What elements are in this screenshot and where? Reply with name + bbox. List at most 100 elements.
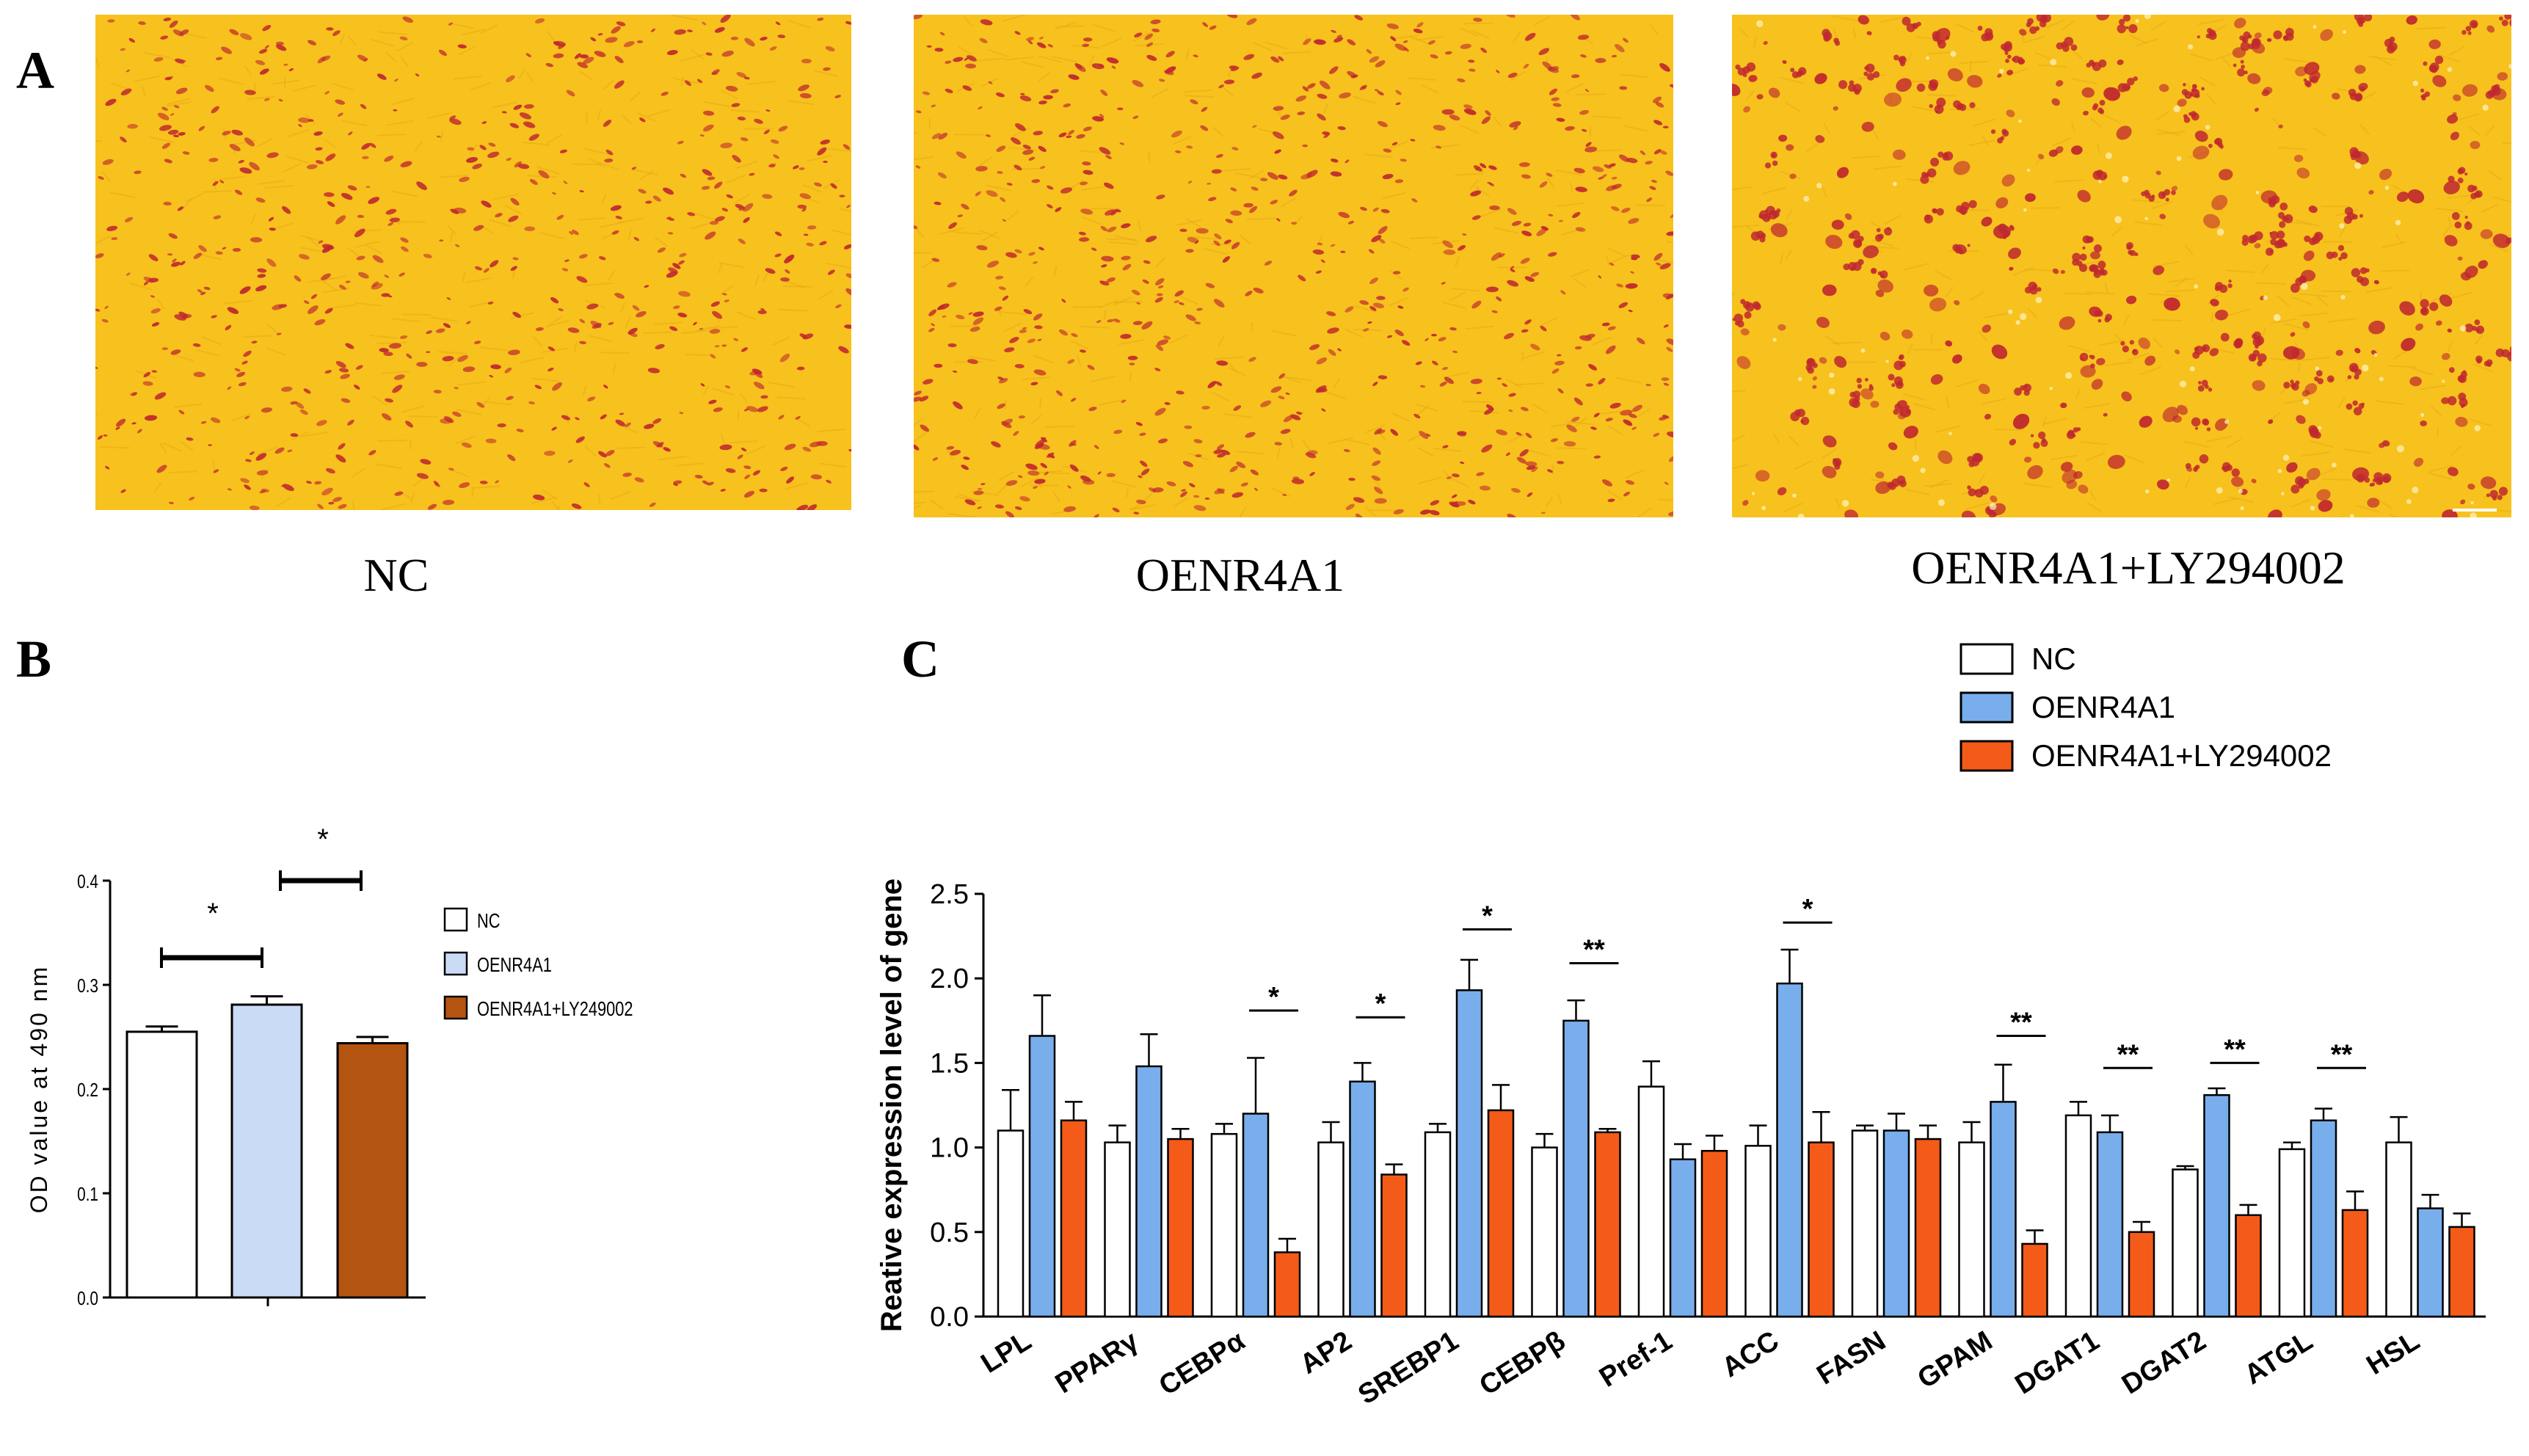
lipid-droplet xyxy=(615,419,626,426)
lipid-droplet xyxy=(337,112,343,117)
lipid-droplet xyxy=(1893,54,1899,61)
lipid-droplet xyxy=(2012,413,2030,429)
lipid-droplet xyxy=(1378,226,1388,235)
lipid-droplet xyxy=(1778,134,1788,142)
cell-fiber xyxy=(1007,210,1020,221)
lipid-droplet xyxy=(310,294,318,299)
lipid-droplet xyxy=(168,233,178,239)
cell-fiber xyxy=(2283,58,2312,64)
cell-fiber xyxy=(2428,472,2452,480)
lipid-droplet xyxy=(677,140,684,145)
cell-fiber xyxy=(219,77,244,85)
lipid-droplet xyxy=(1601,322,1610,327)
cell-fiber xyxy=(1113,296,1132,306)
lipid-droplet xyxy=(1516,456,1527,464)
cell-fiber xyxy=(1959,60,1989,65)
cell-fiber xyxy=(1251,321,1253,332)
cell-fiber xyxy=(1187,236,1217,240)
cell-fiber xyxy=(465,277,492,284)
lipid-droplet xyxy=(649,502,656,507)
lipid-droplet xyxy=(552,192,556,195)
lipid-droplet xyxy=(2277,230,2285,239)
lipid-droplet xyxy=(529,178,538,186)
lipid-droplet xyxy=(107,19,115,23)
lipid-droplet xyxy=(1402,40,1408,43)
lipid-droplet xyxy=(263,98,270,101)
cell-fiber xyxy=(292,84,318,92)
lipid-droplet xyxy=(2060,269,2065,274)
lipid-droplet xyxy=(931,323,935,327)
lipid-droplet xyxy=(844,324,851,329)
y-axis-label: Reative expression level of gene xyxy=(876,878,908,1332)
cell-fiber xyxy=(1607,425,1623,436)
cell-vacuole xyxy=(2240,506,2244,511)
lipid-droplet xyxy=(227,488,232,491)
lipid-droplet xyxy=(1836,167,1849,178)
bar-acc-nc xyxy=(1744,1145,1772,1318)
cell-fiber xyxy=(771,336,790,346)
lipid-droplet xyxy=(449,118,462,125)
lipid-droplet xyxy=(2290,382,2296,389)
lipid-droplet xyxy=(1888,442,1898,451)
lipid-droplet xyxy=(2361,402,2365,407)
lipid-droplet xyxy=(528,134,539,141)
cell-fiber xyxy=(2070,48,2084,60)
lipid-droplet xyxy=(1246,18,1257,26)
cell-fiber xyxy=(2148,293,2178,296)
cell-fiber xyxy=(647,109,671,117)
lipid-droplet xyxy=(1457,78,1466,83)
lipid-droplet xyxy=(2353,407,2362,416)
lipid-droplet xyxy=(192,343,201,347)
lipid-droplet xyxy=(802,446,812,452)
lipid-droplet xyxy=(1470,190,1482,197)
lipid-droplet xyxy=(1374,498,1387,504)
lipid-droplet xyxy=(171,261,181,267)
lipid-droplet xyxy=(731,103,740,107)
bar-cebp--oenr4a1-ly294002 xyxy=(1594,1131,1621,1318)
lipid-droplet xyxy=(1893,409,1899,415)
lipid-droplet xyxy=(1459,461,1465,465)
cell-vacuole xyxy=(2122,175,2129,183)
cell-fiber xyxy=(1328,437,1354,444)
lipid-droplet xyxy=(932,456,939,461)
lipid-droplet xyxy=(1079,237,1090,242)
cell-fiber xyxy=(1611,253,1631,263)
cell-fiber xyxy=(1025,276,1034,287)
lipid-droplet xyxy=(1122,263,1132,271)
lipid-droplet xyxy=(1967,485,1971,489)
lipid-droplet xyxy=(1005,252,1017,258)
lipid-droplet xyxy=(2201,379,2208,387)
lipid-droplet xyxy=(1182,461,1193,467)
lipid-droplet xyxy=(1392,271,1401,274)
lipid-droplet xyxy=(2042,15,2051,23)
lipid-droplet xyxy=(575,436,585,443)
lipid-droplet xyxy=(2233,339,2243,349)
lipid-droplet xyxy=(2396,192,2409,203)
lipid-droplet xyxy=(1438,337,1447,342)
cell-vacuole xyxy=(2412,80,2419,87)
lipid-droplet xyxy=(2158,84,2169,92)
lipid-droplet xyxy=(1663,324,1669,328)
lipid-droplet xyxy=(1884,92,1902,107)
cell-fiber xyxy=(1914,439,1917,450)
cell-vacuole xyxy=(1792,493,1797,498)
lipid-droplet xyxy=(443,323,451,328)
lipid-droplet xyxy=(2153,265,2164,275)
cell-fiber xyxy=(2190,53,2213,62)
lipid-droplet xyxy=(594,51,606,57)
lipid-droplet xyxy=(479,480,488,484)
lipid-droplet xyxy=(1101,264,1107,268)
stain-background xyxy=(914,15,1673,517)
lipid-droplet xyxy=(1468,59,1475,63)
lipid-droplet xyxy=(544,451,556,456)
cell-fiber xyxy=(1970,291,1985,301)
cell-vacuole xyxy=(2459,325,2467,332)
lipid-droplet xyxy=(561,268,569,272)
lipid-droplet xyxy=(1193,439,1203,444)
lipid-droplet xyxy=(2098,59,2107,68)
lipid-droplet xyxy=(1309,472,1315,476)
cell-fiber xyxy=(637,112,655,122)
lipid-droplet xyxy=(2475,325,2485,335)
lipid-droplet xyxy=(401,246,409,252)
cell-fiber xyxy=(2420,291,2423,302)
